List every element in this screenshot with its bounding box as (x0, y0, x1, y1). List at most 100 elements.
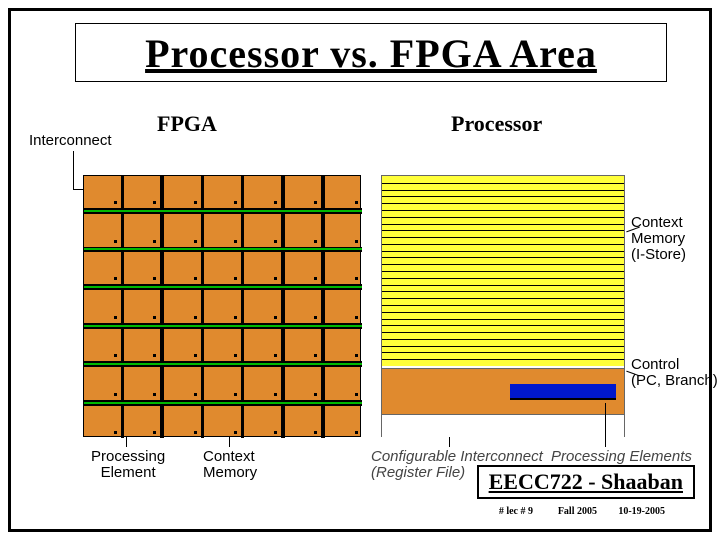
processor-ctx-line (382, 251, 624, 252)
fpga-cell-dot (314, 354, 317, 357)
processor-interconnect (382, 414, 624, 438)
processor-ctx-line (382, 305, 624, 306)
processor-ctx-line (382, 230, 624, 231)
title-box: Processor vs. FPGA Area (75, 23, 667, 82)
footer-box: EECC722 - Shaaban (477, 465, 695, 499)
fpga-cell-dot (234, 277, 237, 280)
fpga-cell-dot (194, 393, 197, 396)
processor-ctx-line (382, 190, 624, 191)
subtitle-fpga: FPGA (157, 111, 217, 137)
subtitle-processor: Processor (451, 111, 542, 137)
arrow-pe (126, 437, 127, 447)
slide-title: Processor vs. FPGA Area (145, 31, 597, 76)
fpga-cell-dot (114, 393, 117, 396)
processor-ctx-line (382, 196, 624, 197)
footer-course: EECC722 - Shaaban (489, 469, 683, 494)
fpga-cell-dot (153, 354, 156, 357)
arrow-alu (605, 403, 606, 447)
fpga-cell-dot (194, 240, 197, 243)
fpga-cell-dot (274, 201, 277, 204)
fpga-cell-dot (153, 431, 156, 434)
processor-ctx-line (382, 285, 624, 286)
fpga-cell-dot (314, 393, 317, 396)
fpga-cell-dot (153, 240, 156, 243)
fpga-cell-dot (114, 240, 117, 243)
fpga-cell-dot (234, 393, 237, 396)
fpga-cell-dot (234, 431, 237, 434)
fpga-cell-dot (153, 277, 156, 280)
processor-ctx-line (382, 183, 624, 184)
label-processing-element: Processing Element (91, 449, 165, 481)
fpga-cell-dot (153, 201, 156, 204)
processor-ctx-line (382, 224, 624, 225)
processor-ctx-line (382, 244, 624, 245)
processor-ctx-line (382, 332, 624, 333)
fpga-cell-dot (114, 201, 117, 204)
fpga-cell-dot (355, 316, 358, 319)
fpga-cell-dot (234, 240, 237, 243)
fpga-cell-dot (314, 316, 317, 319)
fpga-cell-dot (274, 316, 277, 319)
label-context-memory-right: Context Memory (I-Store) (631, 215, 686, 262)
processor-ctx-line (382, 352, 624, 353)
label-context-memory-left: Context Memory (203, 449, 257, 481)
fpga-cell-dot (114, 431, 117, 434)
processor-context-memory (382, 176, 624, 366)
fpga-cell-dot (194, 431, 197, 434)
fpga-cell-dot (314, 240, 317, 243)
fpga-cell-dot (274, 240, 277, 243)
processor-ctx-line (382, 339, 624, 340)
fpga-cell-dot (234, 201, 237, 204)
fpga-cell-dot (274, 393, 277, 396)
processor-ctx-line (382, 271, 624, 272)
fpga-cell-dot (194, 277, 197, 280)
processor-ctx-line (382, 237, 624, 238)
processor-ctx-line (382, 210, 624, 211)
fpga-cell-dot (234, 316, 237, 319)
processor-diagram (381, 175, 625, 437)
arrow-interconnect-v (73, 151, 74, 189)
footer-lec: # lec # 9 (499, 506, 533, 517)
fpga-green-line (84, 363, 362, 365)
processor-ctx-line (382, 203, 624, 204)
fpga-diagram (83, 175, 361, 437)
fpga-cell-dot (355, 393, 358, 396)
label-control: Control (PC, Branch) (631, 357, 718, 389)
fpga-cell-dot (274, 354, 277, 357)
fpga-cell-dot (114, 354, 117, 357)
fpga-cell-dot (114, 277, 117, 280)
fpga-cell-dot (355, 240, 358, 243)
fpga-cell-dot (355, 431, 358, 434)
footer-term: Fall 2005 (558, 506, 597, 517)
processor-ctx-line (382, 264, 624, 265)
fpga-cell-dot (194, 316, 197, 319)
fpga-cell-dot (153, 393, 156, 396)
fpga-cell-dot (355, 277, 358, 280)
fpga-cell-dot (194, 354, 197, 357)
fpga-cell-dot (153, 316, 156, 319)
arrow-regfile (449, 437, 450, 447)
processor-ctx-line (382, 217, 624, 218)
fpga-cell-dot (194, 201, 197, 204)
fpga-green-line (84, 325, 362, 327)
fpga-cell-dot (314, 201, 317, 204)
fpga-cell-dot (314, 431, 317, 434)
fpga-green-line (84, 210, 362, 212)
arrow-cm-left (229, 437, 230, 447)
fpga-green-line (84, 286, 362, 288)
fpga-cell-dot (314, 277, 317, 280)
fpga-green-line (84, 402, 362, 404)
fpga-cell-dot (274, 277, 277, 280)
processor-ctx-line (382, 278, 624, 279)
slide-frame: Processor vs. FPGA Area FPGA Processor I… (8, 8, 712, 532)
processor-ctx-line (382, 312, 624, 313)
processor-ctx-line (382, 257, 624, 258)
fpga-cell-dot (114, 316, 117, 319)
processor-ctx-line (382, 346, 624, 347)
processor-ctx-line (382, 291, 624, 292)
processor-ctx-line (382, 298, 624, 299)
fpga-cell-dot (355, 354, 358, 357)
fpga-green-line (84, 248, 362, 250)
fpga-cell-dot (355, 201, 358, 204)
fpga-cell-dot (274, 431, 277, 434)
